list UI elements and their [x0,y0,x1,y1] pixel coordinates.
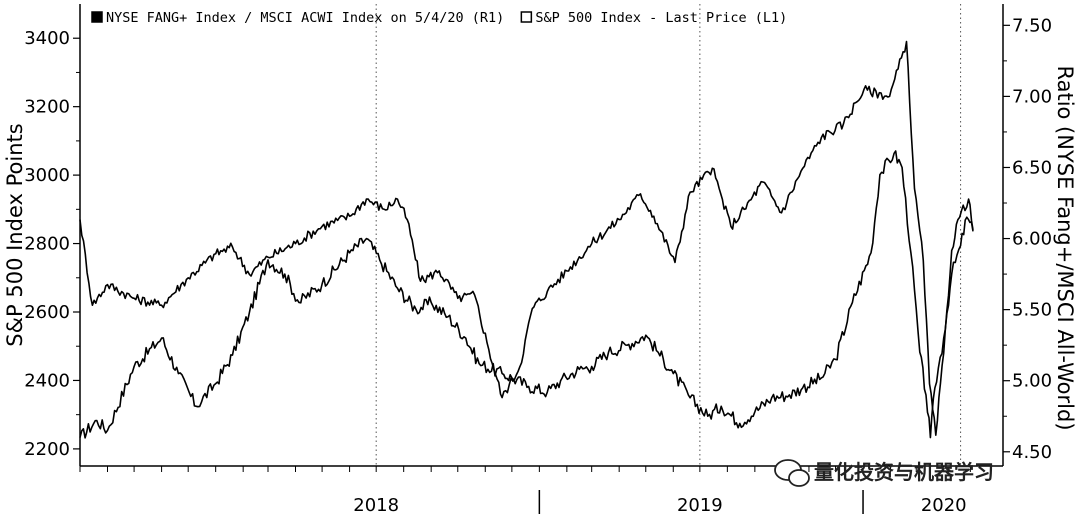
legend-marker-1 [520,11,533,23]
series-layer [79,40,974,439]
x-tick-label-2020: 2020 [921,495,967,516]
x-tick-label-2019: 2019 [677,495,723,516]
right-tick-label-5.00: 5.00 [1012,371,1052,392]
left-tick-label-2400: 2400 [24,370,70,391]
axes [73,4,1010,514]
right-tick-label-5.50: 5.50 [1012,300,1052,321]
right-tick-label-4.50: 4.50 [1012,442,1052,463]
watermark: 量化投资与机器学习 [774,459,994,487]
left-tick-label-3000: 3000 [24,165,70,186]
left-tick-label-3400: 3400 [24,28,70,49]
left-tick-label-2600: 2600 [24,302,70,323]
x-tick-label-2018: 2018 [353,495,399,516]
left-tick-label-3200: 3200 [24,97,70,118]
series-line-fang-ratio [79,150,974,439]
legend-marker-0 [91,11,103,23]
right-tick-label-6.00: 6.00 [1012,229,1052,250]
right-tick-label-7.00: 7.00 [1012,86,1052,107]
grid-lines [375,4,962,466]
legend-label-0: NYSE FANG+ Index / MSCI ACWI Index on 5/… [106,10,504,26]
axis-labels: 2018 2019 2020 2200 2400 2600 2800 3000 3200 3400… [3,15,1077,516]
watermark-text: 量化投资与机器学习 [814,460,994,484]
series-line-sp500 [79,40,974,436]
right-tick-label-6.50: 6.50 [1012,157,1052,178]
legend: NYSE FANG+ Index / MSCI ACWI Index on 5/… [91,10,787,26]
wechat-icon-bubble [788,469,810,487]
right-tick-label-7.50: 7.50 [1012,15,1052,36]
left-tick-label-2200: 2200 [24,439,70,460]
legend-label-1: S&P 500 Index - Last Price (L1) [535,10,787,26]
left-axis-title: S&P 500 Index Points [3,123,27,346]
right-axis-title: Ratio (NYSE Fang+/MSCI All-World) [1053,65,1077,430]
left-tick-label-2800: 2800 [24,234,70,255]
